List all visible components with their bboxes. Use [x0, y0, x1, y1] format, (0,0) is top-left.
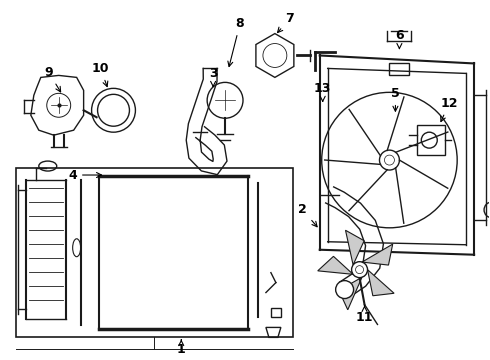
Bar — [100, 178, 246, 328]
Polygon shape — [326, 187, 383, 297]
Text: 6: 6 — [395, 29, 404, 49]
Text: 8: 8 — [228, 17, 245, 67]
Text: 11: 11 — [356, 305, 373, 324]
Bar — [390, 63, 409, 75]
Polygon shape — [368, 270, 394, 296]
Text: 5: 5 — [391, 87, 400, 111]
Bar — [271, 307, 281, 318]
Polygon shape — [318, 256, 353, 274]
Text: 13: 13 — [314, 82, 331, 101]
Circle shape — [352, 262, 368, 278]
Bar — [16, 168, 293, 337]
Text: 10: 10 — [92, 62, 109, 86]
Polygon shape — [362, 244, 392, 265]
Text: 3: 3 — [209, 67, 218, 86]
Text: 9: 9 — [45, 66, 61, 92]
Text: 1: 1 — [177, 340, 186, 356]
Bar — [417, 125, 445, 155]
Text: 12: 12 — [441, 97, 458, 122]
Circle shape — [336, 280, 354, 298]
Text: 7: 7 — [277, 12, 294, 32]
Text: 2: 2 — [298, 203, 317, 227]
Text: 4: 4 — [68, 168, 101, 181]
Polygon shape — [345, 230, 364, 265]
Polygon shape — [186, 68, 227, 175]
Polygon shape — [339, 277, 362, 310]
